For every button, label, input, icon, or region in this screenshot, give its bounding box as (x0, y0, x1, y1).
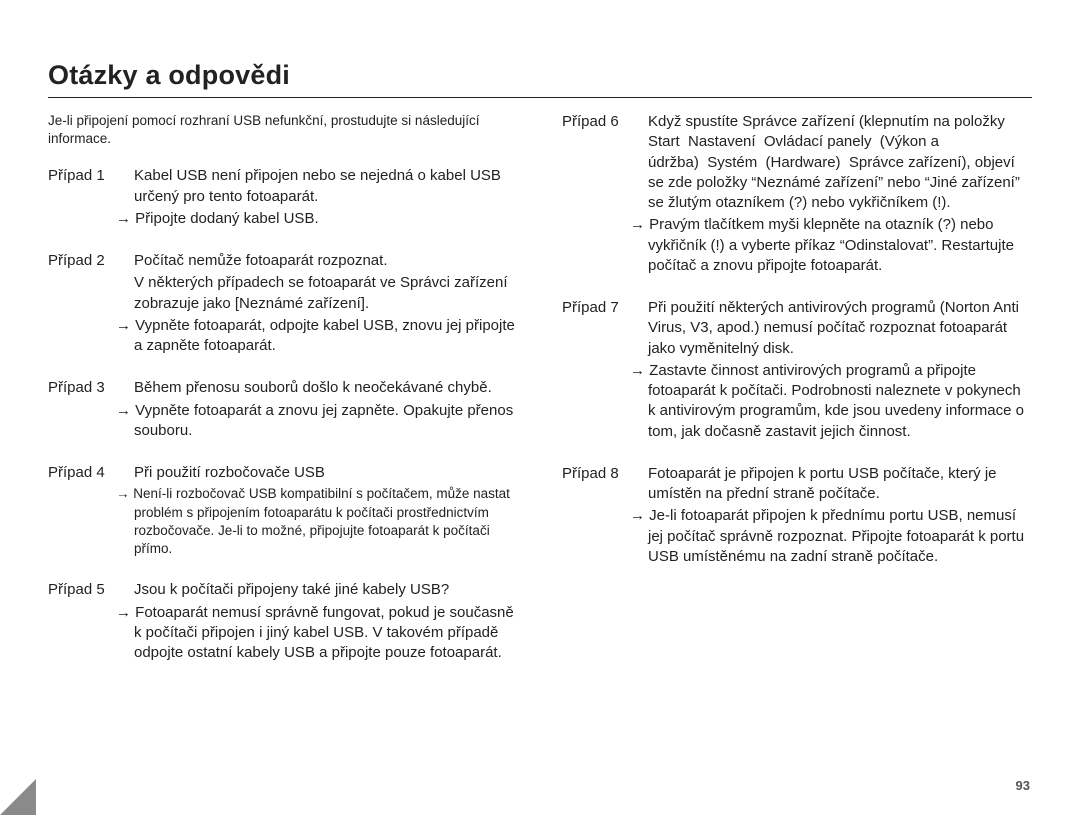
case-row: Případ 4 Při použití rozbočovače USB → N… (48, 463, 518, 560)
case-label: Případ 2 (48, 251, 134, 358)
case-row: Případ 3 Během přenosu souborů došlo k n… (48, 378, 518, 443)
case-row: Případ 8 Fotoaparát je připojen k portu … (562, 464, 1032, 569)
case-text: V některých případech se fotoaparát ve S… (134, 273, 518, 314)
case-body: Fotoaparát je připojen k portu USB počít… (648, 464, 1032, 569)
content-columns: Je-li připojení pomocí rozhraní USB nefu… (48, 112, 1032, 685)
case-text: Fotoaparát je připojen k portu USB počít… (648, 464, 1032, 505)
case-body: Jsou k počítači připojeny také jiné kabe… (134, 580, 518, 665)
case-text: Při použití některých antivirových progr… (648, 298, 1032, 359)
case-row: Případ 1 Kabel USB není připojen nebo se… (48, 166, 518, 231)
case-label: Případ 5 (48, 580, 134, 665)
title-rule (48, 97, 1032, 98)
case-text: Kabel USB není připojen nebo se nejedná … (134, 166, 518, 207)
case-body: Při použití některých antivirových progr… (648, 298, 1032, 444)
case-row: Případ 5 Jsou k počítači připojeny také … (48, 580, 518, 665)
case-body: Během přenosu souborů došlo k neočekávan… (134, 378, 518, 443)
corner-triangle-icon (0, 779, 36, 815)
case-solution: → Připojte dodaný kabel USB. (134, 209, 518, 229)
case-row: Případ 2 Počítač nemůže fotoaparát rozpo… (48, 251, 518, 358)
case-body: Kabel USB není připojen nebo se nejedná … (134, 166, 518, 231)
right-column: Případ 6 Když spustíte Správce zařízení … (562, 112, 1032, 685)
case-body: Při použití rozbočovače USB → Není-li ro… (134, 463, 518, 560)
case-text: Jsou k počítači připojeny také jiné kabe… (134, 580, 518, 600)
case-solution: → Zastavte činnost antivirových programů… (648, 361, 1032, 442)
case-label: Případ 6 (562, 112, 648, 278)
case-text: Při použití rozbočovače USB (134, 463, 518, 483)
case-solution: → Fotoaparát nemusí správně fungovat, po… (134, 603, 518, 664)
case-label: Případ 4 (48, 463, 134, 560)
case-solution: → Je-li fotoaparát připojen k přednímu p… (648, 506, 1032, 567)
case-solution: → Vypněte fotoaparát a znovu jej zapněte… (134, 401, 518, 442)
case-row: Případ 7 Při použití některých antivirov… (562, 298, 1032, 444)
left-column: Je-li připojení pomocí rozhraní USB nefu… (48, 112, 518, 685)
page-number: 93 (1016, 778, 1030, 793)
intro-text: Je-li připojení pomocí rozhraní USB nefu… (48, 112, 518, 148)
case-solution: → Vypněte fotoaparát, odpojte kabel USB,… (134, 316, 518, 357)
case-solution: → Není-li rozbočovač USB kompatibilní s … (134, 485, 518, 558)
case-body: Počítač nemůže fotoaparát rozpoznat. V n… (134, 251, 518, 358)
case-row: Případ 6 Když spustíte Správce zařízení … (562, 112, 1032, 278)
case-text: Počítač nemůže fotoaparát rozpoznat. (134, 251, 518, 271)
manual-page: Otázky a odpovědi Je-li připojení pomocí… (0, 0, 1080, 815)
case-text: Když spustíte Správce zařízení (klepnutí… (648, 112, 1032, 213)
case-text: Během přenosu souborů došlo k neočekávan… (134, 378, 518, 398)
case-body: Když spustíte Správce zařízení (klepnutí… (648, 112, 1032, 278)
page-title: Otázky a odpovědi (48, 60, 1032, 91)
case-solution: → Pravým tlačítkem myši klepněte na otaz… (648, 215, 1032, 276)
